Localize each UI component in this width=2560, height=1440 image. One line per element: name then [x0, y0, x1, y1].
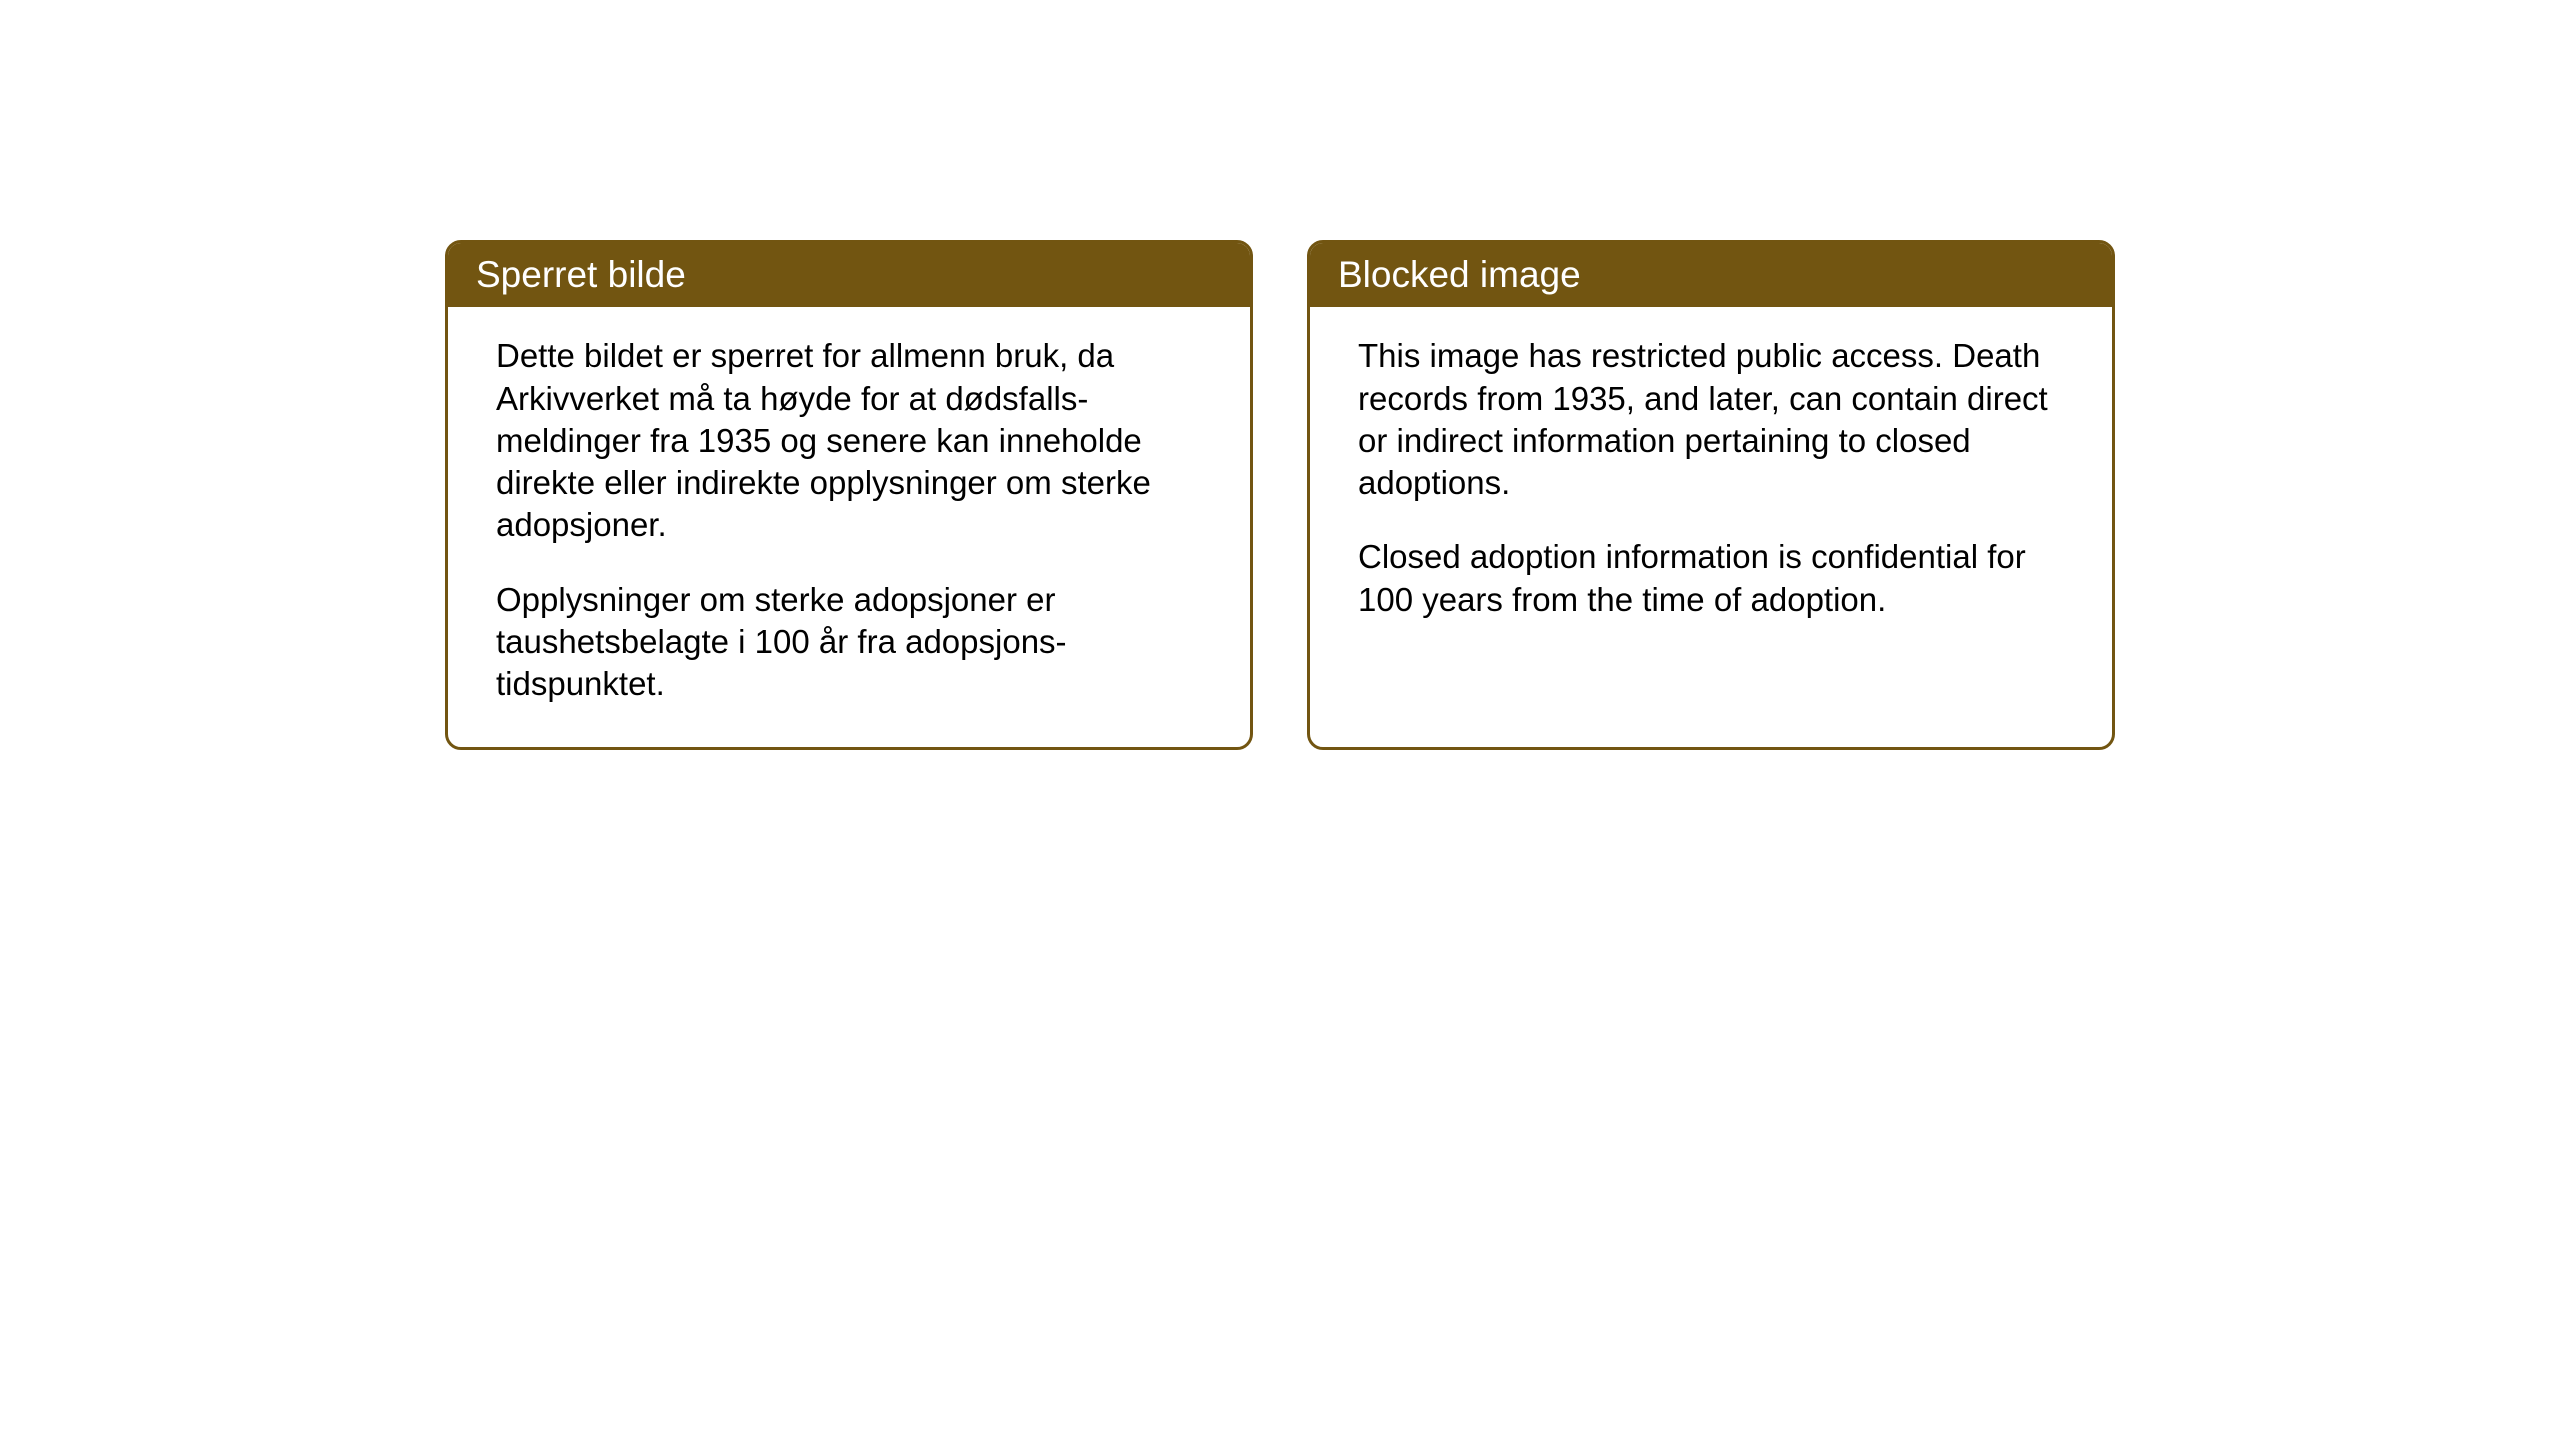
notice-paragraph: Dette bildet er sperret for allmenn bruk… — [496, 335, 1208, 546]
notice-box-norwegian: Sperret bilde Dette bildet er sperret fo… — [445, 240, 1253, 750]
notice-box-english: Blocked image This image has restricted … — [1307, 240, 2115, 750]
notice-header-english: Blocked image — [1310, 243, 2112, 307]
notice-paragraph: This image has restricted public access.… — [1358, 335, 2070, 504]
notice-paragraph: Opplysninger om sterke adopsjoner er tau… — [496, 579, 1208, 706]
notice-header-norwegian: Sperret bilde — [448, 243, 1250, 307]
notice-container: Sperret bilde Dette bildet er sperret fo… — [445, 240, 2115, 750]
notice-body-english: This image has restricted public access.… — [1310, 307, 2112, 648]
notice-body-norwegian: Dette bildet er sperret for allmenn bruk… — [448, 307, 1250, 733]
notice-paragraph: Closed adoption information is confident… — [1358, 536, 2070, 620]
